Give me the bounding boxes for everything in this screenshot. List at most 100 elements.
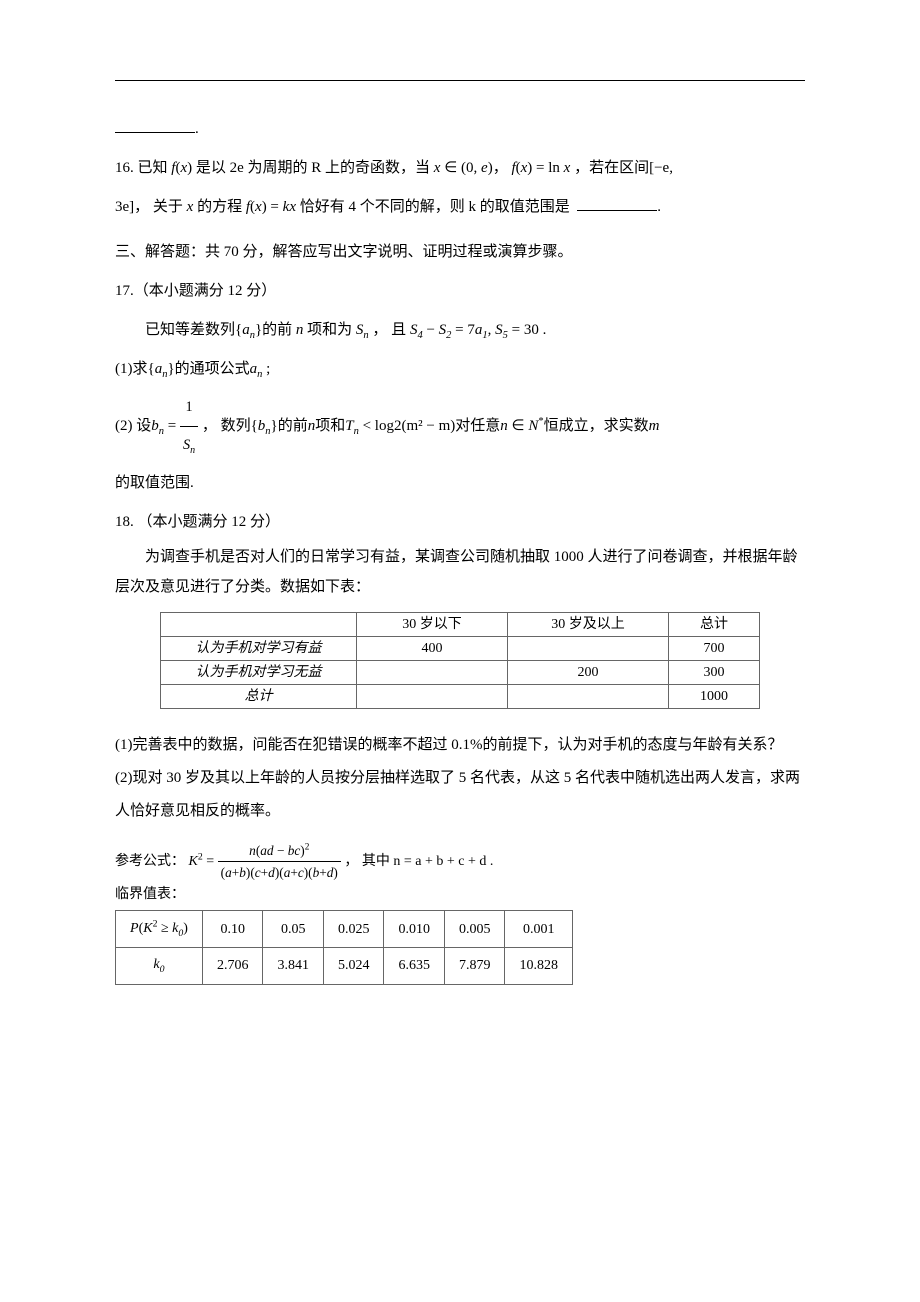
- critical-label: 临界值表：: [115, 884, 805, 906]
- q17-p2b: ， 数列{: [198, 418, 258, 434]
- q16-x: x: [187, 199, 194, 215]
- q17-bn: bn: [151, 418, 164, 434]
- crit-header-k: k0: [116, 948, 203, 984]
- survey-cell: 200: [508, 661, 669, 685]
- survey-cell: 认为手机对学习无益: [161, 661, 357, 685]
- survey-cell: 1000: [669, 685, 760, 709]
- formula-line: 参考公式： K2 = n(ad − bc)2(a+b)(c+d)(a+c)(b+…: [115, 840, 805, 884]
- q16-fx: f(x): [171, 160, 192, 176]
- q18-part1: (1)完善表中的数据，问能否在犯错误的概率不超过 0.1%的前提下，认为对手机的…: [115, 729, 805, 762]
- q17-frac-n: 1: [180, 389, 198, 427]
- survey-h3: 总计: [669, 613, 760, 637]
- survey-table: 30 岁以下 30 岁及以上 总计 认为手机对学习有益 400 700 认为手机…: [160, 612, 760, 709]
- q17-b1b: }的前: [255, 322, 292, 338]
- survey-cell: 700: [669, 637, 760, 661]
- formula-K2: K2: [189, 854, 203, 869]
- survey-cell: 总计: [161, 685, 357, 709]
- q16-l2a: 3e]， 关于: [115, 199, 183, 215]
- formula-block: 参考公式： K2 = n(ad − bc)2(a+b)(c+d)(a+c)(b+…: [115, 840, 805, 985]
- crit-k-val: 2.706: [202, 948, 263, 984]
- survey-cell: [508, 685, 669, 709]
- survey-row: 认为手机对学习无益 200 300: [161, 661, 760, 685]
- survey-row: 认为手机对学习有益 400 700: [161, 637, 760, 661]
- q17-part1: (1)求{an}的通项公式an ;: [115, 350, 805, 389]
- q17-bn2: bn: [258, 418, 271, 434]
- formula-prefix: 参考公式：: [115, 854, 185, 869]
- crit-row-k: k0 2.706 3.841 5.024 6.635 7.879 10.828: [116, 948, 573, 984]
- q17-b1a: 已知等差数列{: [145, 322, 242, 338]
- q17-p2c: }的前: [271, 418, 308, 434]
- crit-k-val: 6.635: [384, 948, 445, 984]
- q17-part2-b: 的取值范围.: [115, 464, 805, 503]
- q16-prefix: 16. 已知: [115, 160, 168, 176]
- formula-den: (a+b)(c+d)(a+c)(b+d): [218, 862, 341, 883]
- page-root: . 16. 已知 f(x) 是以 2e 为周期的 R 上的奇函数，当 x ∈ (…: [0, 0, 920, 1302]
- section-3-title: 三、解答题：共 70 分，解答应写出文字说明、证明过程或演算步骤。: [115, 233, 805, 272]
- survey-cell: 认为手机对学习有益: [161, 637, 357, 661]
- q16-line1: 16. 已知 f(x) 是以 2e 为周期的 R 上的奇函数，当 x ∈ (0,…: [115, 149, 805, 188]
- formula-eq: =: [203, 854, 218, 869]
- survey-row: 总计 1000: [161, 685, 760, 709]
- crit-p-val: 0.005: [444, 911, 505, 948]
- q17-an: an: [242, 322, 255, 338]
- survey-cell: [508, 637, 669, 661]
- q17-p1c: ;: [262, 361, 270, 377]
- q17-period: .: [539, 322, 547, 338]
- q17-an2: an: [155, 361, 168, 377]
- q17-frac: 1Sn: [180, 389, 198, 464]
- prev-question-tail: .: [115, 110, 805, 149]
- q17-p1b: }的通项公式: [167, 361, 249, 377]
- q16-blank: [577, 195, 657, 211]
- blank-fill: [115, 117, 195, 133]
- q16-eq: f(x) = kx: [246, 199, 296, 215]
- formula-frac: n(ad − bc)2(a+b)(c+d)(a+c)(b+d): [218, 840, 341, 884]
- q17-eq: =: [164, 418, 180, 434]
- q17-body: 已知等差数列{an}的前 n 项和为 Sn ， 且 S4 − S2 = 7a1,…: [115, 311, 805, 350]
- crit-k-val: 5.024: [323, 948, 384, 984]
- crit-p-val: 0.010: [384, 911, 445, 948]
- q17-b1d: ， 且: [369, 322, 407, 338]
- q16-line2: 3e]， 关于 x 的方程 f(x) = kx 恰好有 4 个不同的解，则 k …: [115, 188, 805, 227]
- crit-p-val: 0.001: [505, 911, 573, 948]
- q18-part2: (2)现对 30 岁及其以上年龄的人员按分层抽样选取了 5 名代表，从这 5 名…: [115, 762, 805, 828]
- survey-h1: 30 岁以下: [357, 613, 508, 637]
- q17-Sn: Sn: [356, 322, 369, 338]
- q18-intro: 为调查手机是否对人们的日常学习有益，某调查公司随机抽取 1000 人进行了问卷调…: [115, 542, 805, 602]
- q16-xin: x ∈ (0, e): [434, 160, 493, 176]
- survey-cell: 400: [357, 637, 508, 661]
- q16-comma: ，: [493, 160, 508, 176]
- crit-k-val: 3.841: [263, 948, 324, 984]
- formula-suffix: ， 其中 n = a + b + c + d .: [341, 854, 494, 869]
- q17-p2a: (2) 设: [115, 418, 151, 434]
- period: .: [195, 121, 199, 137]
- q17-frac-d: Sn: [180, 427, 198, 464]
- crit-p-val: 0.05: [263, 911, 324, 948]
- q16-fxeq: f(x) = ln x: [511, 160, 570, 176]
- survey-h2: 30 岁及以上: [508, 613, 669, 637]
- q17-p1a: (1)求{: [115, 361, 155, 377]
- survey-h0: [161, 613, 357, 637]
- top-rule: [115, 80, 805, 81]
- formula-num: n(ad − bc)2: [218, 840, 341, 862]
- q16-mid2: ，若在区间[−e,: [574, 160, 673, 176]
- survey-header-row: 30 岁以下 30 岁及以上 总计: [161, 613, 760, 637]
- q17-title: 17.（本小题满分 12 分）: [115, 272, 805, 311]
- survey-cell: [357, 685, 508, 709]
- q16-l2b: 的方程: [197, 199, 242, 215]
- crit-k-val: 10.828: [505, 948, 573, 984]
- q17-p2d: 项和: [315, 418, 345, 434]
- crit-k-val: 7.879: [444, 948, 505, 984]
- crit-row-p: P(K2 ≥ k0) 0.10 0.05 0.025 0.010 0.005 0…: [116, 911, 573, 948]
- q18-title: 18. （本小题满分 12 分）: [115, 503, 805, 542]
- q16-l2c: 恰好有 4 个不同的解，则 k 的取值范围是: [300, 199, 570, 215]
- crit-p-val: 0.025: [323, 911, 384, 948]
- q17-part2-a: (2) 设bn = 1Sn ， 数列{bn}的前n项和Tn < log2(m² …: [115, 389, 805, 464]
- q17-n: n: [296, 322, 304, 338]
- q17-p2e: < log2(m² − m)对任意: [359, 418, 500, 434]
- q17-an3: an: [250, 361, 263, 377]
- crit-header-p: P(K2 ≥ k0): [116, 911, 203, 948]
- survey-cell: [357, 661, 508, 685]
- crit-p-val: 0.10: [202, 911, 263, 948]
- q17-p2f: 恒成立，求实数: [544, 418, 649, 434]
- q17-b1c: 项和为: [307, 322, 352, 338]
